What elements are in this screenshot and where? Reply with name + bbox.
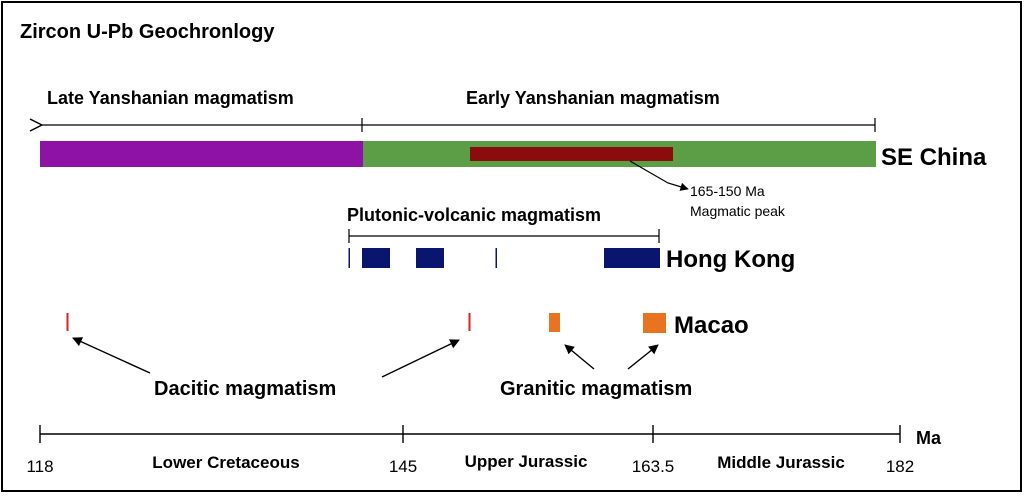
- dacitic-magmatism-label: Dacitic magmatism: [154, 378, 336, 400]
- diagram-title: Zircon U-Pb Geochronlogy: [20, 21, 275, 43]
- hong-kong-bar: [416, 248, 444, 268]
- dacitic-bar: [66, 313, 69, 331]
- granitic-arrow-left: [564, 344, 595, 370]
- peak-callout-arrow: [629, 160, 689, 191]
- magmatic-peak-bar: [470, 147, 673, 161]
- plutonic-volcanic-label: Plutonic-volcanic magmatism: [347, 205, 601, 225]
- dacitic-bar: [468, 313, 471, 331]
- peak-caption-label: Magmatic peak: [690, 203, 786, 219]
- period-lower-cretaceous: Lower Cretaceous: [152, 453, 299, 472]
- hong-kong-bar: [348, 248, 350, 268]
- early-yanshanian-label: Early Yanshanian magmatism: [466, 88, 720, 108]
- granitic-bar: [643, 313, 666, 333]
- hong-kong-label: Hong Kong: [666, 246, 795, 273]
- peak-age-label: 165-150 Ma: [690, 183, 765, 199]
- granitic-bar: [549, 313, 560, 332]
- tick-label: 118: [26, 457, 53, 476]
- granitic-magmatism-label: Granitic magmatism: [500, 378, 692, 400]
- late-yanshanian-bar: [40, 141, 363, 167]
- dacitic-arrow-right: [381, 339, 460, 378]
- tick-label: 182: [886, 457, 914, 476]
- period-upper-jurassic: Upper Jurassic: [465, 452, 588, 471]
- late-yanshanian-label: Late Yanshanian magmatism: [47, 88, 294, 108]
- timescale-unit: Ma: [916, 428, 942, 448]
- granitic-arrow-right: [627, 344, 659, 370]
- period-middle-jurassic: Middle Jurassic: [717, 453, 845, 472]
- hong-kong-bar: [495, 248, 497, 268]
- dacitic-arrow-left: [72, 337, 151, 374]
- hong-kong-bar: [604, 248, 660, 268]
- tick-label: 145: [389, 457, 417, 476]
- tick-label: 163.5: [632, 457, 675, 476]
- hong-kong-bar: [362, 248, 390, 268]
- macao-label: Macao: [674, 312, 749, 339]
- se-china-label: SE China: [881, 144, 987, 171]
